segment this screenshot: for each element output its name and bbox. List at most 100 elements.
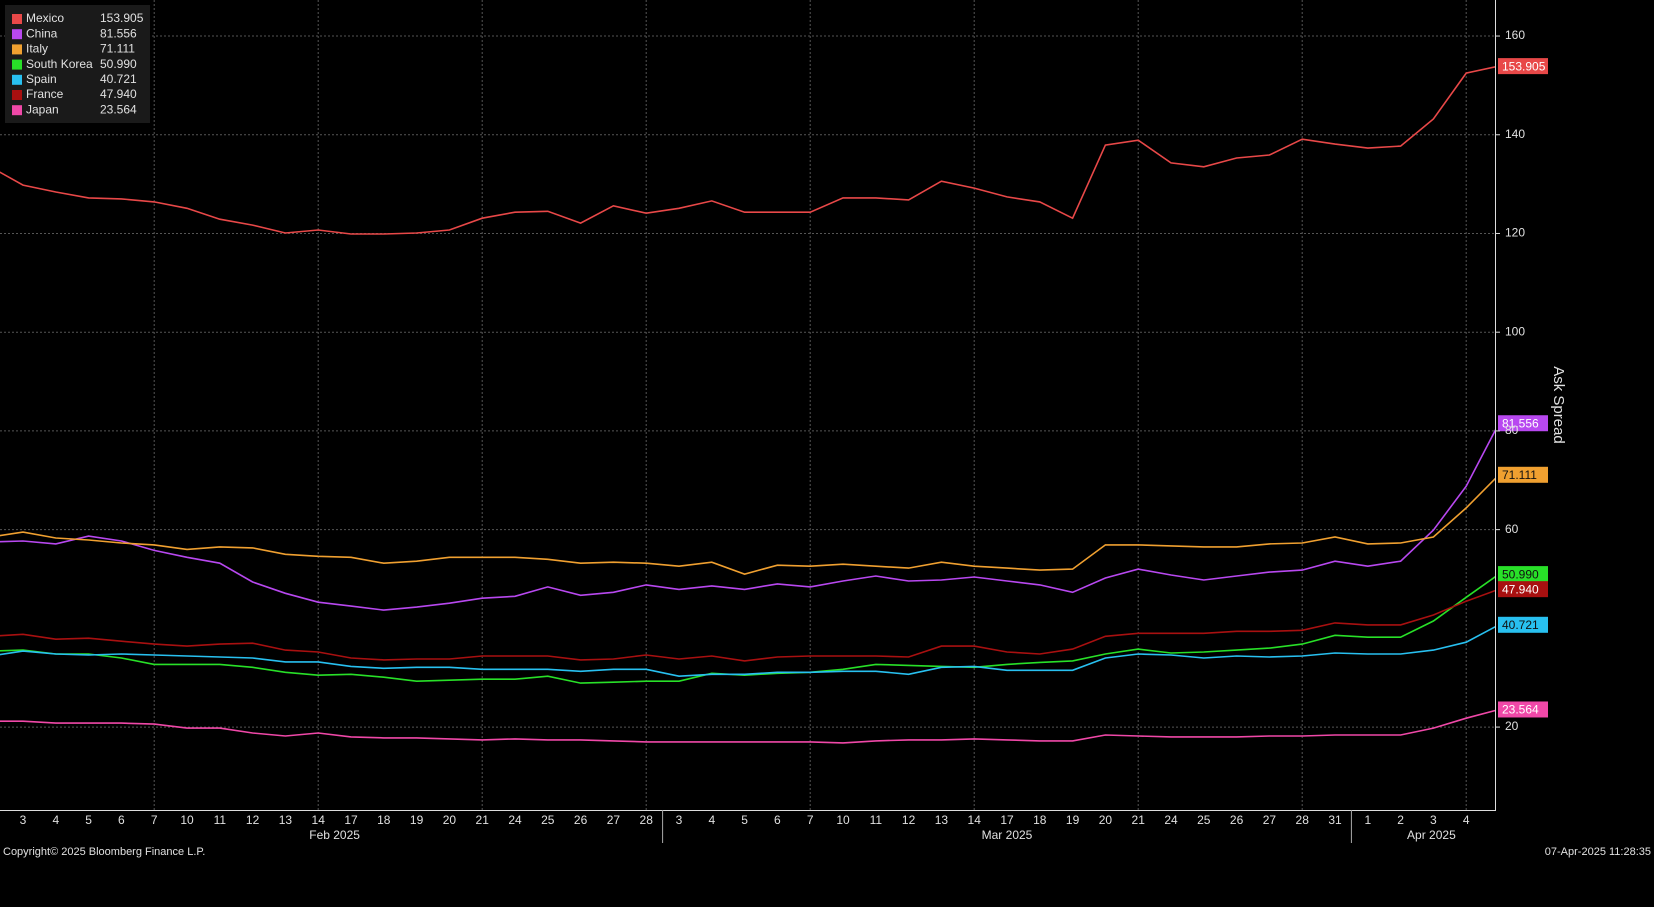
copyright: Copyright© 2025 Bloomberg Finance L.P. [3,846,205,858]
y-tick-label: 140 [1505,127,1525,141]
x-tick-label: 28 [1296,813,1310,827]
value-tag-label: 50.990 [1502,567,1539,581]
value-tag [1498,616,1548,633]
legend-swatch [12,90,22,100]
x-tick-label: 1 [1364,813,1371,827]
x-group-label: Apr 2025 [1407,828,1456,842]
y-tick-label: 60 [1505,522,1519,536]
value-tag-label: 153.905 [1502,59,1546,73]
x-tick-label: 20 [443,813,457,827]
grid [0,0,1495,810]
x-tick-label: 19 [410,813,424,827]
value-tags: 153.905 81.556 71.111 50.990 40.721 47.940 23.… [1498,58,1548,718]
x-tick-label: 3 [20,813,27,827]
legend-swatch [12,105,22,116]
x-tick-label: 10 [836,813,850,827]
x-tick-label: 17 [1000,813,1014,827]
x-tick-label: 19 [1066,813,1080,827]
x-tick-label: 6 [118,813,125,827]
x-tick-label: 3 [676,813,683,827]
x-tick-label: 3 [1430,813,1437,827]
x-tick-label: 12 [902,813,916,827]
x-tick-label: 18 [1033,813,1047,827]
series-line [0,476,1496,575]
x-tick-label: 21 [1132,813,1146,827]
legend-box [5,5,150,123]
series-line [0,625,1496,678]
x-tick-label: 27 [607,813,621,827]
value-tag [1498,466,1548,483]
series-line [0,575,1496,684]
x-tick-label: 7 [807,813,814,827]
legend-value: 71.111 [100,42,135,56]
value-tag [1498,701,1548,718]
x-tick-label: 26 [574,813,588,827]
x-tick-label: 24 [508,813,522,827]
series-line [0,427,1496,611]
legend-value: 81.556 [100,26,137,40]
legend-name: France [26,87,64,101]
legend-name: Mexico [26,11,64,25]
x-tick-label: 12 [246,813,260,827]
x-tick-label: 2 [1397,813,1404,827]
x-tick-label: 7 [151,813,158,827]
legend-swatch [12,59,22,70]
x-tick-label: 14 [312,813,326,827]
x-tick-label: 25 [541,813,555,827]
series-line [0,709,1496,744]
legend-swatch [12,44,22,55]
legend-swatch [12,14,22,24]
legend-value: 153.905 [100,11,144,25]
x-tick-label: 25 [1197,813,1211,827]
legend-value: 23.564 [100,102,137,116]
value-tag [1498,415,1548,432]
x-tick-label: 18 [377,813,391,827]
legend-name: Italy [26,42,48,56]
legend-name: Spain [26,72,57,86]
y-axis-label: Ask Spread [1550,366,1567,444]
x-group-label: Mar 2025 [982,828,1033,842]
x-tick-label: 10 [180,813,194,827]
x-tick-label: 4 [1463,813,1470,827]
x-tick-label: 26 [1230,813,1244,827]
x-tick-label: 5 [741,813,748,827]
x-tick-label: 31 [1328,813,1342,827]
value-tag-label: 40.721 [1502,618,1539,632]
y-tick-label: 160 [1505,28,1525,42]
legend-swatch [12,29,22,40]
x-tick-label: 17 [344,813,358,827]
series-line [0,65,1496,235]
series-line [0,589,1496,662]
x-group-label: Feb 2025 [309,828,360,842]
y-tick-label: 20 [1505,719,1519,733]
timestamp: 07-Apr-2025 11:28:35 [1545,846,1651,858]
y-tick-label: 100 [1505,324,1525,338]
legend-name: Japan [26,102,59,116]
x-tick-label: 6 [774,813,781,827]
legend-value: 40.721 [100,72,137,86]
x-tick-label: 24 [1164,813,1178,827]
x-tick-label: 27 [1263,813,1277,827]
x-tick-label: 11 [214,813,227,827]
legend-value: 47.940 [100,87,137,101]
x-tick-label: 11 [870,813,883,827]
x-tick-label: 5 [85,813,92,827]
y-tick-label: 80 [1505,423,1519,437]
y-tick-label: 120 [1505,226,1525,240]
x-tick-label: 20 [1099,813,1113,827]
x-tick-label: 4 [708,813,715,827]
value-tag-label: 47.940 [1502,582,1539,596]
x-tick-label: 21 [476,813,490,827]
value-tag-label: 71.111 [1502,468,1537,482]
legend-name: China [26,26,58,40]
value-tag [1498,581,1548,598]
x-tick-label: 14 [968,813,982,827]
value-tag-label: 81.556 [1502,416,1539,430]
x-tick-label: 13 [935,813,949,827]
legend-swatch [12,74,22,85]
value-tag-label: 23.564 [1502,703,1539,717]
x-tick-label: 13 [279,813,293,827]
